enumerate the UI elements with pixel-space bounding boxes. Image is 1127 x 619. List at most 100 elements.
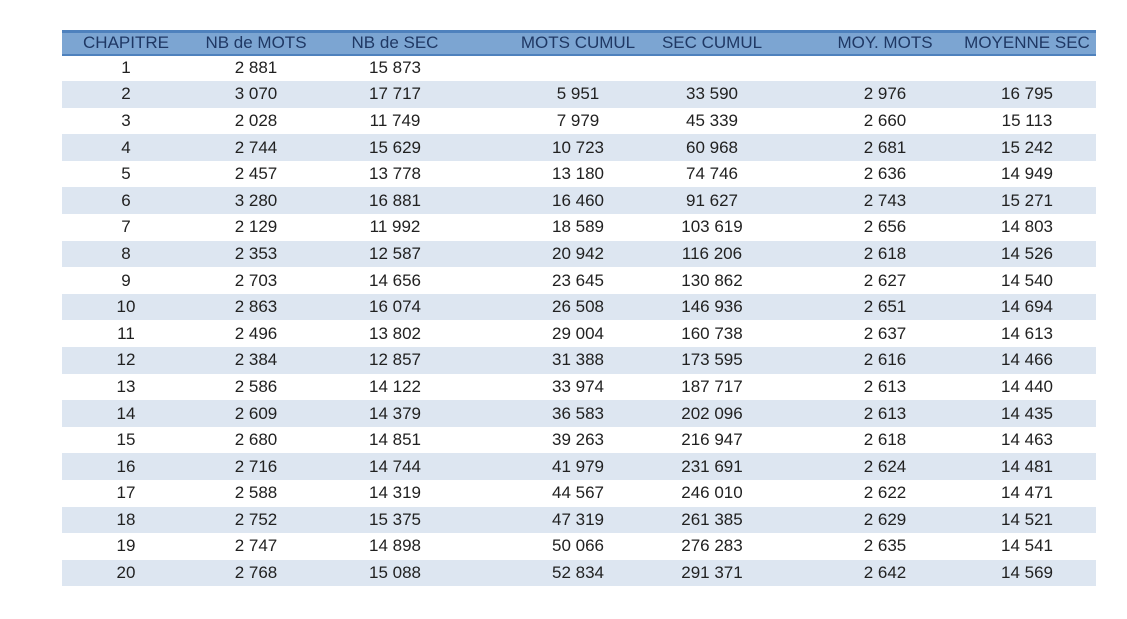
cell-moy-mots: 2 629 <box>863 509 907 529</box>
cell-moy-mots <box>798 55 958 82</box>
column-header-mots-cumul: MOTS CUMUL <box>520 33 636 53</box>
cell-moyenne-sec: 16 795 <box>1001 84 1053 104</box>
cell-nb-de-sec: 15 375 <box>369 509 421 529</box>
cell-mots-cumul: 10 723 <box>552 137 604 157</box>
table-row: 16 2 716 14 744 41 979 231 691 2 624 14 481 <box>62 453 1096 480</box>
table-row: 15 2 680 14 851 39 263 216 947 2 618 14 463 <box>62 426 1096 454</box>
column-header-moyenne-sec: MOYENNE SEC <box>964 33 1090 53</box>
cell-moyenne-sec: 14 541 <box>1001 536 1053 556</box>
cell-chapitre: 4 <box>121 137 131 157</box>
cell-sec-cumul: 116 206 <box>681 243 743 263</box>
cell-mots-cumul: 31 388 <box>552 350 604 370</box>
cell-sec-cumul: 130 862 <box>681 270 743 290</box>
cell-moy-mots: 2 635 <box>863 536 907 556</box>
cell-moyenne-sec: 14 466 <box>1001 350 1053 370</box>
cell-moy-mots: 2 616 <box>863 350 907 370</box>
cell-moy-mots: 2 613 <box>863 403 907 423</box>
cell-sec-cumul: 246 010 <box>681 483 743 503</box>
cell-chapitre: 12 <box>116 350 136 370</box>
cell-moy-mots: 2 651 <box>863 297 907 317</box>
column-header-moy-mots: MOY. MOTS <box>837 33 933 53</box>
cell-chapitre: 20 <box>116 563 136 583</box>
cell-nb-de-mots: 2 863 <box>234 297 278 317</box>
cell-moy-mots: 2 618 <box>863 243 907 263</box>
cell-nb-de-sec: 17 717 <box>369 84 421 104</box>
cell-chapitre: 2 <box>121 84 131 104</box>
cell-chapitre: 14 <box>116 403 136 423</box>
table-row: 6 3 280 16 881 16 460 91 627 2 743 15 271 <box>62 187 1096 215</box>
cell-nb-de-mots: 2 716 <box>234 456 278 476</box>
cell-nb-de-sec: 16 881 <box>369 190 421 210</box>
cell-nb-de-mots: 2 129 <box>234 217 278 237</box>
cell-sec-cumul: 291 371 <box>681 563 743 583</box>
cell-moyenne-sec: 15 242 <box>1001 137 1053 157</box>
cell-moy-mots: 2 622 <box>863 483 907 503</box>
cell-moy-mots: 2 660 <box>863 110 907 130</box>
cell-moyenne-sec: 15 271 <box>1001 190 1053 210</box>
cell-mots-cumul <box>468 55 648 82</box>
cell-moy-mots: 2 637 <box>863 323 907 343</box>
cell-nb-de-mots: 3 070 <box>234 84 278 104</box>
table-row: 13 2 586 14 122 33 974 187 717 2 613 14 440 <box>62 373 1096 401</box>
cell-moy-mots: 2 636 <box>863 164 907 184</box>
table-row: 10 2 863 16 074 26 508 146 936 2 651 14 694 <box>62 293 1096 321</box>
cell-nb-de-sec: 11 749 <box>369 110 421 130</box>
cell-nb-de-sec: 15 873 <box>369 58 421 78</box>
table-row: 3 2 028 11 749 7 979 45 339 2 660 15 113 <box>62 107 1096 135</box>
table-header-row: CHAPITRE NB de MOTS NB de SEC MOTS CUMUL SEC… <box>62 31 1096 55</box>
cell-moy-mots: 2 656 <box>863 217 907 237</box>
cell-nb-de-sec: 14 851 <box>369 430 421 450</box>
cell-moy-mots: 2 642 <box>863 563 907 583</box>
cell-nb-de-sec: 11 992 <box>369 217 421 237</box>
cell-moyenne-sec: 14 440 <box>1001 376 1053 396</box>
cell-nb-de-mots: 2 586 <box>234 376 278 396</box>
cell-nb-de-mots: 2 384 <box>234 350 278 370</box>
cell-nb-de-sec: 15 629 <box>369 137 421 157</box>
cell-chapitre: 9 <box>121 270 131 290</box>
cell-moy-mots: 2 627 <box>863 270 907 290</box>
cell-sec-cumul: 160 738 <box>681 323 743 343</box>
cell-chapitre: 6 <box>121 190 131 210</box>
cell-moyenne-sec: 14 613 <box>1001 323 1053 343</box>
cell-nb-de-mots: 2 588 <box>234 483 278 503</box>
table-row: 19 2 747 14 898 50 066 276 283 2 635 14 541 <box>62 533 1096 560</box>
cell-moyenne-sec: 14 569 <box>1001 563 1053 583</box>
cell-mots-cumul: 47 319 <box>552 509 604 529</box>
cell-chapitre: 17 <box>116 483 136 503</box>
cell-mots-cumul: 36 583 <box>552 403 604 423</box>
cell-nb-de-mots: 2 752 <box>234 509 278 529</box>
cell-sec-cumul: 261 385 <box>681 509 743 529</box>
cell-moy-mots: 2 613 <box>863 376 907 396</box>
cell-sec-cumul: 146 936 <box>681 297 743 317</box>
cell-chapitre: 16 <box>116 456 136 476</box>
cell-chapitre: 18 <box>116 509 136 529</box>
cell-moyenne-sec: 14 803 <box>1001 217 1053 237</box>
cell-moyenne-sec: 14 435 <box>1001 403 1053 423</box>
column-header-chapitre: CHAPITRE <box>83 33 169 53</box>
cell-nb-de-mots: 2 353 <box>234 243 278 263</box>
cell-moyenne-sec: 15 113 <box>1001 110 1053 130</box>
cell-nb-de-sec: 14 656 <box>369 270 421 290</box>
table-row: 5 2 457 13 778 13 180 74 746 2 636 14 949 <box>62 160 1096 188</box>
table-row: 14 2 609 14 379 36 583 202 096 2 613 14 435 <box>62 400 1096 427</box>
cell-chapitre: 10 <box>116 297 136 317</box>
column-header-nb-de-sec: NB de SEC <box>351 33 439 53</box>
cell-chapitre: 11 <box>117 323 135 343</box>
table-row: 1 2 881 15 873 <box>62 54 1096 82</box>
cell-mots-cumul: 16 460 <box>552 190 604 210</box>
cell-mots-cumul: 23 645 <box>552 270 604 290</box>
cell-nb-de-sec: 14 122 <box>369 376 421 396</box>
cell-chapitre: 1 <box>121 58 131 78</box>
cell-sec-cumul: 202 096 <box>681 403 743 423</box>
cell-moyenne-sec: 14 694 <box>1001 297 1053 317</box>
cell-mots-cumul: 20 942 <box>552 243 604 263</box>
cell-moy-mots: 2 681 <box>863 137 907 157</box>
cell-sec-cumul: 276 283 <box>681 536 743 556</box>
cell-mots-cumul: 29 004 <box>552 323 604 343</box>
cell-chapitre: 13 <box>116 376 136 396</box>
cell-chapitre: 15 <box>116 430 136 450</box>
cell-sec-cumul: 45 339 <box>686 110 738 130</box>
cell-mots-cumul: 39 263 <box>552 430 604 450</box>
chapter-stats-table: CHAPITRE NB de MOTS NB de SEC MOTS CUMUL SEC… <box>62 30 1096 587</box>
